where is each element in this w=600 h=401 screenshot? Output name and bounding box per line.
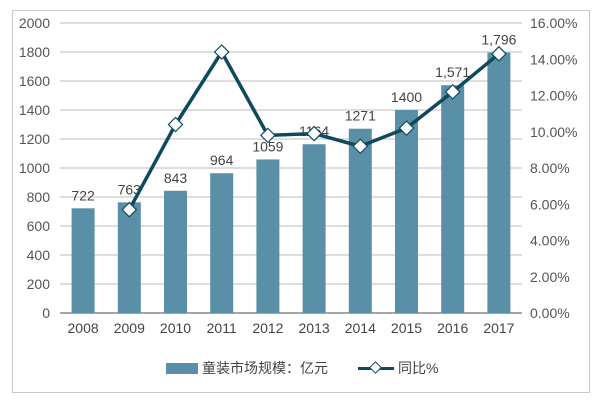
yoy-marker: [306, 125, 323, 142]
left-axis-tick: 1000: [19, 160, 50, 176]
yoy-marker: [167, 116, 184, 133]
x-axis-tick: 2012: [252, 320, 283, 336]
right-axis-tick: 14.00%: [530, 51, 577, 67]
right-axis-tick: 2.00%: [530, 269, 570, 285]
legend-line-label: 同比%: [398, 360, 439, 376]
yoy-marker: [352, 138, 369, 155]
x-axis-tick: 2010: [160, 320, 191, 336]
left-axis-tick: 1800: [19, 44, 50, 60]
x-axis-tick: 2016: [437, 320, 468, 336]
x-axis-tick: 2015: [391, 320, 422, 336]
bar-2012: [256, 159, 280, 313]
bar-2017: [487, 52, 511, 314]
bar-value-label: 1400: [391, 89, 422, 105]
x-axis-tick: 2017: [483, 320, 514, 336]
left-axis-tick: 800: [27, 189, 51, 205]
left-axis-tick: 2000: [19, 15, 50, 31]
bar-value-label: 1059: [252, 138, 283, 154]
legend-bar-label: 童装市场规模：亿元: [202, 360, 328, 376]
bar-value-label: 763: [118, 181, 142, 197]
bar-2011: [210, 173, 234, 313]
x-axis-tick: 2011: [207, 320, 237, 336]
right-axis-tick: 6.00%: [530, 196, 570, 212]
bar-value-label: 722: [71, 187, 95, 203]
x-axis-tick: 2013: [299, 320, 330, 336]
left-axis-tick: 0: [42, 305, 50, 321]
chart-frame: [12, 10, 590, 393]
yoy-marker: [259, 127, 276, 144]
x-axis-tick: 2008: [68, 320, 99, 336]
bar-2016: [441, 85, 465, 313]
right-axis-tick: 10.00%: [530, 124, 577, 140]
yoy-marker: [398, 120, 415, 137]
left-axis-tick: 400: [27, 247, 51, 263]
right-axis-tick: 12.00%: [530, 88, 577, 104]
yoy-marker: [444, 83, 461, 100]
legend-bar-swatch: [166, 362, 198, 374]
bar-value-label: 843: [164, 170, 188, 186]
bar-2008: [71, 208, 95, 313]
bar-2014: [348, 128, 372, 313]
left-axis-tick: 1400: [19, 102, 50, 118]
bar-value-label: 1,571: [435, 64, 470, 80]
left-axis-tick: 200: [27, 276, 51, 292]
bar-value-label: 964: [210, 152, 234, 168]
left-axis-tick: 1600: [19, 73, 50, 89]
right-axis-tick: 8.00%: [530, 160, 570, 176]
right-axis-tick: 4.00%: [530, 233, 570, 249]
bar-2009: [117, 202, 141, 313]
x-axis-tick: 2014: [345, 320, 376, 336]
bar-2010: [164, 190, 187, 313]
yoy-marker: [490, 45, 507, 62]
legend-item-bar: 童装市场规模：亿元: [166, 358, 328, 378]
bar-2015: [395, 110, 418, 313]
bar-value-label: 1,796: [481, 32, 516, 48]
legend: 童装市场规模：亿元 同比%: [166, 358, 468, 378]
bar-2013: [302, 144, 326, 313]
right-axis-tick: 16.00%: [530, 15, 577, 31]
right-axis-tick: 0.00%: [530, 305, 570, 321]
legend-item-line: 同比%: [358, 358, 438, 378]
bar-value-label: 1271: [345, 108, 376, 124]
yoy-marker: [213, 44, 230, 60]
legend-line-swatch: [358, 363, 394, 373]
yoy-marker: [121, 201, 138, 218]
left-axis-tick: 600: [27, 218, 51, 234]
left-axis-tick: 1200: [19, 131, 50, 147]
x-axis-tick: 2009: [114, 320, 145, 336]
